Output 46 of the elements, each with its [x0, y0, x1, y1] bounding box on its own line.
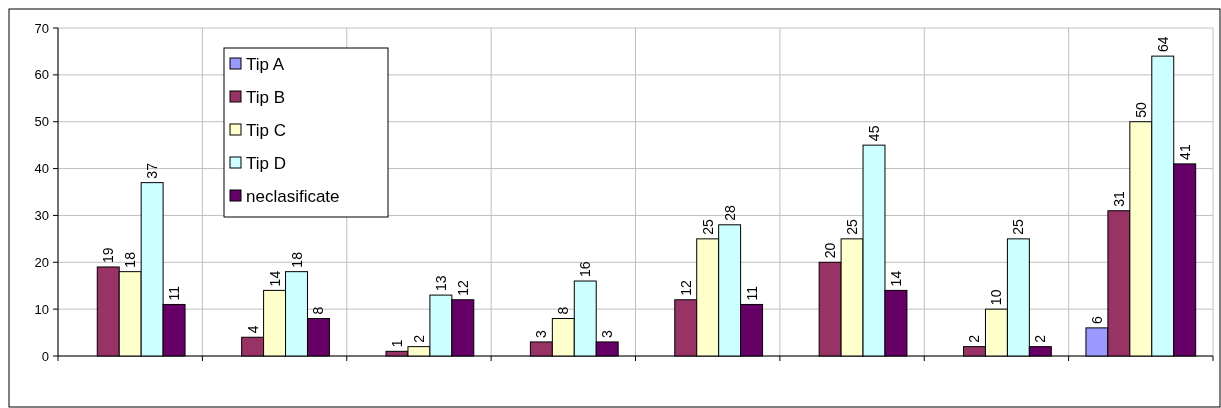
data-label: 1 [388, 339, 405, 348]
data-label: 25 [844, 219, 861, 235]
data-label: 18 [122, 251, 139, 268]
data-label: 50 [1132, 101, 1149, 118]
data-label: 12 [677, 279, 694, 296]
data-label: 25 [1010, 219, 1027, 235]
legend-label: Tip B [246, 87, 286, 107]
data-label: 37 [144, 162, 161, 179]
data-label: 18 [288, 251, 305, 268]
data-label: 3 [533, 329, 550, 338]
data-label: 11 [166, 285, 183, 301]
data-label: 14 [266, 270, 283, 287]
data-label: 28 [721, 205, 738, 221]
y-tick-label: 70 [34, 20, 49, 36]
data-label: 12 [454, 279, 471, 296]
data-label: 25 [699, 219, 716, 235]
data-label: 64 [1154, 36, 1171, 53]
data-label: 2 [410, 334, 427, 343]
legend-label: Tip D [246, 153, 286, 173]
data-label: 10 [988, 289, 1005, 306]
y-tick-label: 20 [34, 254, 49, 270]
legend-label: Tip C [246, 120, 286, 140]
data-label: 16 [577, 261, 594, 278]
data-label: 8 [555, 306, 572, 315]
data-label: 45 [866, 125, 883, 142]
data-label: 20 [822, 242, 839, 259]
y-tick-label: 40 [34, 161, 49, 177]
data-label: 2 [966, 334, 983, 343]
y-tick-label: 60 [34, 67, 49, 83]
data-label: 2 [1032, 334, 1049, 343]
data-label: 6 [1088, 315, 1105, 324]
data-label: 41 [1176, 144, 1193, 160]
data-label: 11 [743, 285, 760, 301]
y-tick-label: 50 [34, 114, 49, 130]
legend-label: Tip A [246, 54, 285, 74]
data-label: 8 [310, 306, 327, 315]
y-tick-label: 10 [34, 301, 49, 317]
data-label: 14 [887, 270, 904, 287]
data-label: 13 [432, 275, 449, 292]
data-label: 3 [599, 329, 616, 338]
data-label: 4 [244, 325, 261, 334]
y-tick-label: 30 [34, 207, 49, 223]
y-tick-label: 0 [41, 348, 49, 364]
legend-label: neclasificate [246, 186, 340, 206]
data-label: 19 [100, 247, 117, 263]
data-label: 31 [1110, 190, 1127, 207]
